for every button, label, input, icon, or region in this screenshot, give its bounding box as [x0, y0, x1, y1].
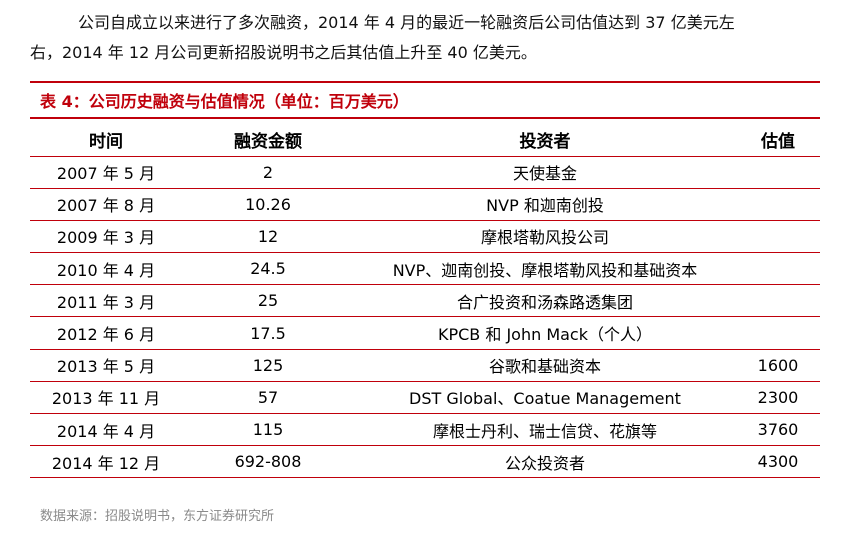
cell-amount: 24.5 — [182, 252, 354, 286]
intro-line-1-text: 公司自成立以来进行了多次融资，2014 年 4 月的最近一轮融资后公司估值达到 … — [78, 13, 735, 32]
table-row: 2013 年 5 月 125 谷歌和基础资本 1600 — [30, 349, 820, 382]
cell-valuation — [736, 252, 820, 286]
table-body: 2007 年 5 月 2 天使基金 2007 年 8 月 10.26 NVP 和迦南创投 2… — [30, 156, 820, 479]
cell-investors: DST Global、Coatue Management — [354, 381, 736, 415]
financing-table: 时间 融资金额 投资者 估值 2007 年 5 月 2 天使基金 2007 年 8 月… — [30, 124, 820, 479]
table-row: 2007 年 8 月 10.26 NVP 和迦南创投 — [30, 188, 820, 221]
intro-line-1: 公司自成立以来进行了多次融资，2014 年 4 月的最近一轮融资后公司估值达到 … — [30, 8, 820, 38]
cell-valuation — [736, 156, 820, 189]
header-valuation: 估值 — [736, 124, 820, 157]
table-row: 2007 年 5 月 2 天使基金 — [30, 156, 820, 189]
cell-valuation: 3760 — [736, 413, 820, 447]
cell-time: 2012 年 6 月 — [30, 316, 182, 350]
data-source-note: 数据来源：招股说明书，东方证券研究所 — [40, 509, 275, 524]
cell-investors: NVP、迦南创投、摩根塔勒风投和基础资本 — [354, 252, 736, 286]
cell-amount: 115 — [182, 413, 354, 447]
caption-bottom-rule — [30, 117, 820, 119]
cell-valuation — [736, 316, 820, 350]
header-investors: 投资者 — [354, 124, 736, 157]
cell-amount: 25 — [182, 284, 354, 318]
cell-investors: 天使基金 — [354, 156, 736, 189]
cell-time: 2007 年 5 月 — [30, 156, 182, 189]
cell-investors: KPCB 和 John Mack（个人） — [354, 316, 736, 350]
intro-paragraph: 公司自成立以来进行了多次融资，2014 年 4 月的最近一轮融资后公司估值达到 … — [30, 8, 820, 68]
cell-valuation — [736, 284, 820, 318]
cell-valuation — [736, 220, 820, 254]
cell-amount: 10.26 — [182, 188, 354, 221]
cell-valuation — [736, 188, 820, 221]
table-row: 2013 年 11 月 57 DST Global、Coatue Managemen… — [30, 381, 820, 415]
cell-investors: 摩根士丹利、瑞士信贷、花旗等 — [354, 413, 736, 447]
table-row: 2014 年 12 月 692-808 公众投资者 4300 — [30, 445, 820, 479]
cell-time: 2010 年 4 月 — [30, 252, 182, 286]
table-row: 2009 年 3 月 12 摩根塔勒风投公司 — [30, 220, 820, 254]
table-row: 2010 年 4 月 24.5 NVP、迦南创投、摩根塔勒风投和基础资本 — [30, 252, 820, 286]
cell-time: 2013 年 11 月 — [30, 381, 182, 415]
cell-valuation: 2300 — [736, 381, 820, 415]
header-time: 时间 — [30, 124, 182, 157]
cell-time: 2013 年 5 月 — [30, 349, 182, 382]
cell-time: 2014 年 12 月 — [30, 445, 182, 479]
cell-time: 2009 年 3 月 — [30, 220, 182, 254]
cell-time: 2011 年 3 月 — [30, 284, 182, 318]
table-header-row: 时间 融资金额 投资者 估值 — [30, 124, 820, 157]
cell-amount: 125 — [182, 349, 354, 382]
cell-investors: 合广投资和汤森路透集团 — [354, 284, 736, 318]
cell-valuation: 4300 — [736, 445, 820, 479]
header-amount: 融资金额 — [182, 124, 354, 157]
intro-line-2: 右，2014 年 12 月公司更新招股说明书之后其估值上升至 40 亿美元。 — [30, 43, 537, 62]
cell-investors: 谷歌和基础资本 — [354, 349, 736, 382]
cell-amount: 17.5 — [182, 316, 354, 350]
caption-top-rule — [30, 81, 820, 83]
table-row: 2011 年 3 月 25 合广投资和汤森路透集团 — [30, 284, 820, 318]
table-row: 2014 年 4 月 115 摩根士丹利、瑞士信贷、花旗等 3760 — [30, 413, 820, 447]
cell-amount: 692-808 — [182, 445, 354, 479]
cell-investors: 摩根塔勒风投公司 — [354, 220, 736, 254]
cell-amount: 2 — [182, 156, 354, 189]
table-caption: 表 4：公司历史融资与估值情况（单位：百万美元） — [40, 92, 409, 111]
cell-valuation: 1600 — [736, 349, 820, 382]
cell-investors: 公众投资者 — [354, 445, 736, 479]
cell-investors: NVP 和迦南创投 — [354, 188, 736, 221]
cell-time: 2007 年 8 月 — [30, 188, 182, 221]
cell-amount: 57 — [182, 381, 354, 415]
cell-amount: 12 — [182, 220, 354, 254]
cell-time: 2014 年 4 月 — [30, 413, 182, 447]
table-row: 2012 年 6 月 17.5 KPCB 和 John Mack（个人） — [30, 316, 820, 350]
